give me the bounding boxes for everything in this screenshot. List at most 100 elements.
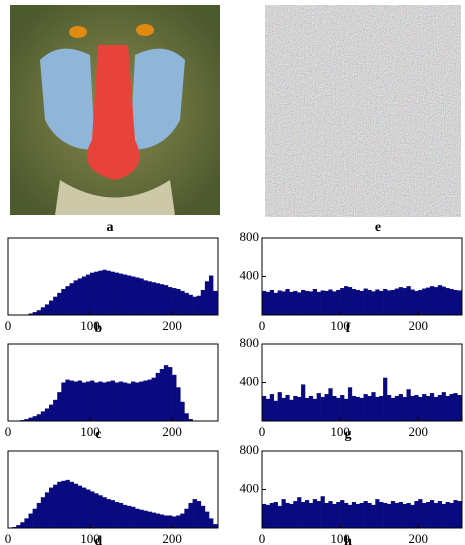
bar <box>445 395 450 421</box>
bar <box>53 484 58 528</box>
bar <box>359 290 364 315</box>
bar <box>441 286 446 315</box>
bar <box>402 288 407 315</box>
bar <box>188 419 193 421</box>
bar <box>441 392 446 421</box>
bar <box>135 382 140 421</box>
bar <box>151 377 156 421</box>
bar <box>85 274 91 315</box>
bar <box>176 289 181 315</box>
bar <box>320 496 325 528</box>
bar <box>102 497 107 528</box>
bar <box>36 414 42 421</box>
bar <box>94 382 99 421</box>
bar <box>143 510 148 528</box>
image-caption: e <box>375 220 381 235</box>
bar <box>281 499 286 528</box>
bar <box>49 404 54 421</box>
x-tick-label: 100 <box>80 531 100 545</box>
bar <box>265 291 271 315</box>
encrypted-image <box>265 5 461 217</box>
x-tick-label: 0 <box>5 424 12 439</box>
bar <box>122 382 128 421</box>
bar <box>114 382 120 421</box>
bar <box>163 285 169 315</box>
bar <box>90 380 95 421</box>
y-tick-label: 800 <box>240 442 260 457</box>
bar <box>418 499 423 528</box>
bar <box>426 395 431 421</box>
bar <box>277 392 282 421</box>
bar <box>422 288 427 315</box>
x-tick-label: 0 <box>259 424 266 439</box>
bar <box>426 502 431 528</box>
bar <box>155 372 161 421</box>
bar <box>363 394 368 421</box>
bar <box>143 380 148 421</box>
bar <box>347 387 353 421</box>
bar <box>336 502 341 528</box>
bar <box>114 272 120 315</box>
bar <box>336 397 341 421</box>
bar <box>32 508 38 528</box>
bar <box>208 275 214 315</box>
bar <box>390 289 396 315</box>
bar <box>126 383 132 421</box>
bar <box>316 291 321 315</box>
bar <box>371 291 376 315</box>
bar <box>81 276 87 315</box>
bar <box>387 503 392 528</box>
bar <box>57 292 62 315</box>
bar <box>192 499 197 528</box>
bar <box>457 501 462 528</box>
bar <box>390 501 396 528</box>
bar <box>387 395 392 421</box>
bar <box>277 505 282 528</box>
bar <box>324 394 329 421</box>
bar <box>265 398 271 421</box>
bar <box>131 506 136 528</box>
x-tick-label: 0 <box>259 318 266 333</box>
bar <box>332 395 337 421</box>
bar <box>184 413 189 421</box>
bar <box>344 502 349 528</box>
bar <box>131 276 136 315</box>
bar <box>406 286 411 315</box>
bar <box>106 499 111 528</box>
bar <box>167 287 173 315</box>
bar <box>406 389 411 421</box>
bar <box>110 271 115 315</box>
bar <box>126 505 132 528</box>
bar <box>418 289 423 315</box>
bar <box>61 480 66 528</box>
bar <box>172 516 177 528</box>
bar <box>24 419 29 421</box>
bar <box>457 395 462 421</box>
bar <box>308 395 314 421</box>
bar <box>383 377 388 421</box>
bar <box>375 396 380 421</box>
bar <box>85 381 91 421</box>
chart-caption: g <box>345 427 352 442</box>
bar <box>40 307 46 315</box>
bar <box>304 500 310 528</box>
bar <box>98 495 103 528</box>
bar <box>437 395 442 421</box>
bar <box>297 396 302 421</box>
chart-caption: c <box>95 427 101 442</box>
bar <box>200 505 206 528</box>
bar <box>340 288 345 315</box>
bar <box>94 493 99 528</box>
x-tick-label: 200 <box>409 531 429 545</box>
bar <box>77 485 83 528</box>
bar <box>139 278 144 315</box>
bar <box>312 499 317 528</box>
bar <box>344 398 349 421</box>
bar <box>28 513 33 528</box>
bar <box>61 289 66 315</box>
bar <box>90 272 95 315</box>
x-tick-label: 200 <box>162 531 182 545</box>
chart-caption: b <box>94 321 102 336</box>
bar <box>192 296 197 315</box>
